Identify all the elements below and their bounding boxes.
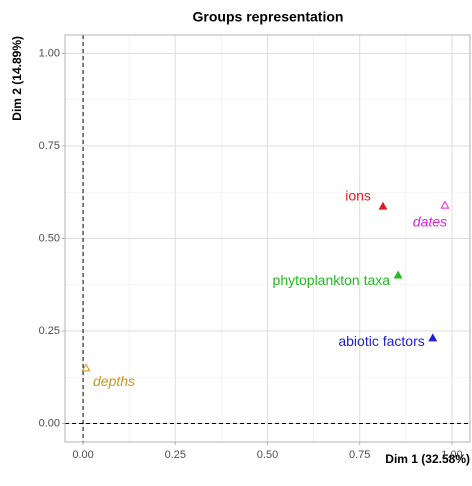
point-label: phytoplankton taxa [273,272,391,288]
x-tick-label: 0.25 [165,449,186,461]
point-label: depths [93,373,135,389]
y-tick-label: 0.50 [39,232,60,244]
point [81,363,91,372]
point [440,200,450,209]
x-tick-label: 0.50 [257,449,278,461]
x-tick-label: 0.75 [349,449,370,461]
y-tick-label: 0.75 [39,140,60,152]
point-label: abiotic factors [338,333,424,349]
point-label: ions [345,187,371,203]
plot-border [64,34,471,443]
x-axis-label: Dim 1 (32.58%) [385,452,470,466]
y-tick-label: 0.25 [39,325,60,337]
point [378,201,388,210]
point [428,333,438,342]
y-tick-label: 1.00 [39,47,60,59]
x-tick-label: 1.00 [441,449,462,461]
point [393,270,403,279]
chart-title: Groups representation [193,9,344,25]
x-tick-label: 0.00 [72,449,93,461]
point-label: dates [413,213,447,229]
y-axis-label: Dim 2 (14.89%) [10,36,24,121]
y-tick-label: 0.00 [39,417,60,429]
